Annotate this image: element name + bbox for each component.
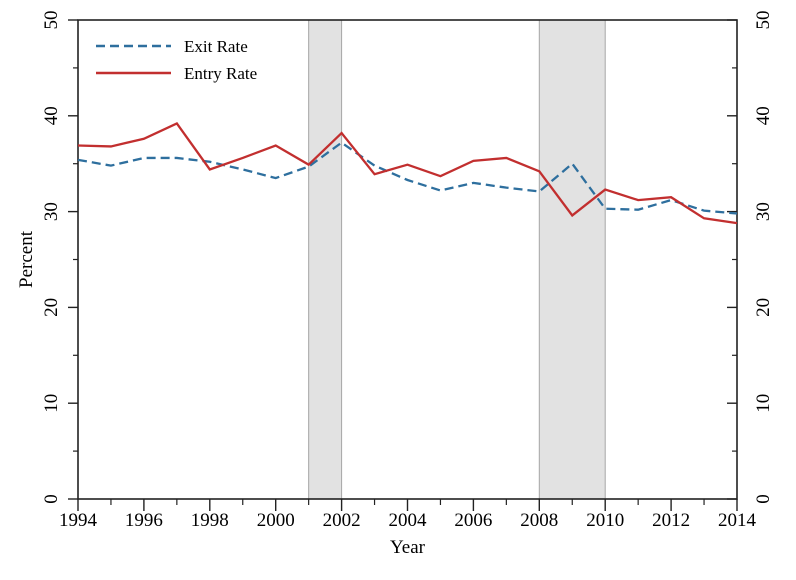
- y-tick-label-left: 50: [41, 11, 62, 30]
- y-tick-label-right: 10: [753, 394, 774, 413]
- y-tick-label-right: 0: [753, 494, 774, 504]
- legend-label-exit-rate: Exit Rate: [184, 37, 248, 56]
- x-tick-label: 2012: [652, 510, 690, 531]
- y-tick-label-left: 30: [41, 202, 62, 221]
- x-axis-title: Year: [390, 537, 426, 558]
- entry-rate-line: [77, 122, 738, 225]
- y-tick-label-right: 30: [753, 202, 774, 221]
- y-tick-label-left: 10: [41, 394, 62, 413]
- y-tick-label-left: 40: [41, 106, 62, 125]
- recession-band-2: [538, 19, 606, 500]
- x-tick-label: 2010: [586, 510, 624, 531]
- y-tick-label-right: 20: [753, 298, 774, 317]
- x-tick-label: 1998: [191, 510, 229, 531]
- x-tick-label: 2002: [323, 510, 361, 531]
- exit-rate-line: [77, 141, 738, 215]
- x-tick-label: 1996: [125, 510, 163, 531]
- y-tick-label-left: 0: [41, 494, 62, 504]
- y-axis-title: Percent: [16, 230, 37, 288]
- x-tick-label: 1994: [59, 510, 98, 531]
- plot-frame: [77, 19, 738, 500]
- x-tick-label: 2008: [520, 510, 558, 531]
- y-tick-label-right: 40: [753, 106, 774, 125]
- recession-band-1: [308, 19, 343, 500]
- x-tick-label: 2004: [389, 510, 428, 531]
- x-tick-label: 2006: [454, 510, 492, 531]
- x-tick-label: 2014: [718, 510, 757, 531]
- y-tick-label-left: 20: [41, 298, 62, 317]
- legend-label-entry-rate: Entry Rate: [184, 64, 257, 83]
- y-tick-label-right: 50: [753, 11, 774, 30]
- x-tick-label: 2000: [257, 510, 295, 531]
